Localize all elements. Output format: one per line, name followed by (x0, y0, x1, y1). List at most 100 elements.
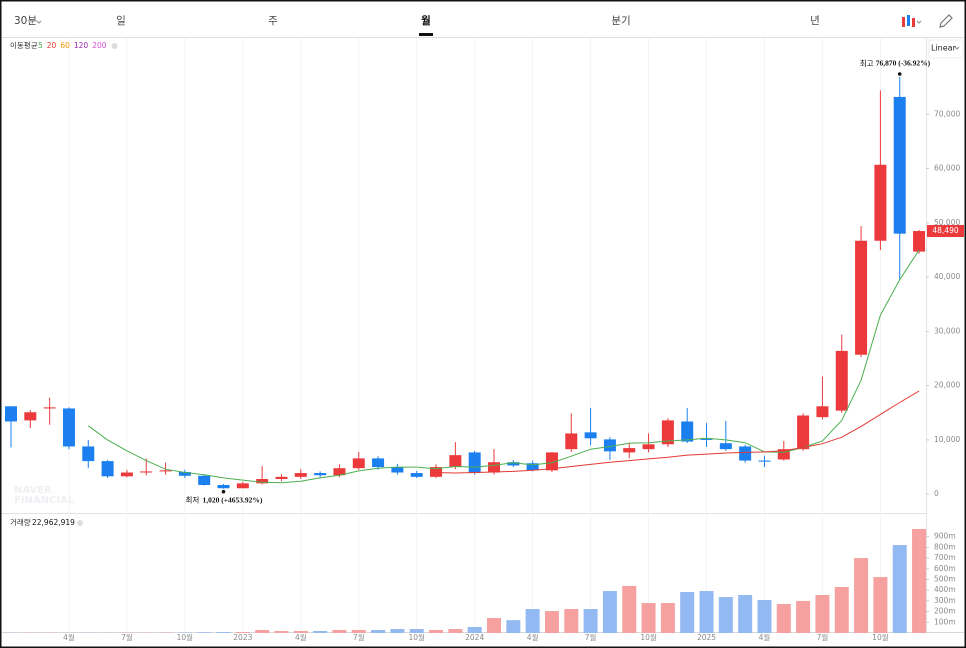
candle-body (816, 406, 829, 418)
y-tick-label: 40,000 (934, 272, 960, 281)
volume-bar (699, 591, 714, 633)
volume-bar (776, 604, 791, 633)
candle-body (488, 462, 500, 473)
ma-line (88, 249, 920, 484)
legend-entry: 60 (60, 41, 70, 50)
x-tick-label: 10월 (872, 632, 889, 642)
candle-body (758, 460, 771, 462)
tab[interactable]: 년 (810, 15, 820, 27)
candle-body (120, 472, 133, 477)
candle-body (468, 452, 481, 474)
candle-body (217, 484, 230, 489)
x-tick-label: 10월 (177, 632, 194, 642)
candle-body (159, 470, 172, 472)
icon-part (907, 15, 910, 26)
scale-select[interactable] (928, 39, 964, 59)
y-tick-label: 800m (934, 542, 956, 551)
volume-bars (4, 528, 927, 633)
volume-bar (796, 600, 811, 633)
volume-bar (564, 609, 579, 633)
candle-body (198, 475, 211, 485)
legend-close[interactable] (111, 43, 118, 49)
candle-body (874, 164, 887, 241)
tab[interactable]: 주 (268, 15, 278, 27)
candle-body (43, 407, 56, 409)
tab[interactable]: 일 (116, 14, 126, 27)
candle-body (410, 473, 423, 477)
volume-bar (641, 603, 656, 633)
y-tick-label: 200m (934, 607, 956, 616)
candle-body (391, 467, 404, 473)
volume-total: 22,962,919 (32, 518, 75, 527)
candle-body (700, 438, 713, 440)
volume-bar (487, 618, 501, 633)
y-tick-label: 500m (934, 575, 956, 584)
candle-body (275, 476, 288, 480)
tab[interactable]: 30분 (14, 15, 37, 27)
candle-body (739, 446, 752, 461)
x-tick-label: 4월 (759, 632, 771, 642)
high-dot (897, 72, 902, 76)
candle-body (236, 483, 249, 489)
candle-body (372, 458, 385, 468)
candle-body (893, 96, 906, 234)
candle-body (526, 463, 539, 471)
candle-body (430, 467, 443, 477)
y-tick-label: 50,000 (934, 218, 960, 227)
candle-body (855, 240, 868, 355)
y-tick-label: 400m (934, 585, 956, 594)
candle-body (835, 350, 848, 411)
icon-chevron (916, 20, 922, 24)
volume-bar (506, 620, 521, 633)
tab[interactable]: 월 (421, 14, 431, 27)
volume-bar (274, 630, 289, 633)
scale-mode[interactable]: Linear (931, 44, 957, 53)
volume-bar (680, 592, 695, 633)
candle-icon[interactable] (902, 15, 922, 27)
volume-bar (255, 630, 270, 633)
x-tick-label: 10월 (640, 632, 657, 642)
candle-body (294, 473, 307, 477)
volume-bar (602, 591, 617, 633)
low-label: 최저 (186, 495, 200, 505)
legend-entry: 120 (74, 41, 89, 50)
volume-close[interactable] (77, 520, 83, 526)
volume-bar (892, 545, 907, 633)
legend-title: 이동평균 (10, 40, 38, 50)
volume-bar (660, 603, 675, 633)
volume-bar (525, 609, 540, 633)
volume-bar (313, 630, 328, 633)
high-text: 76,870 (-36.92%) (876, 59, 931, 68)
candle-body (797, 415, 810, 450)
tab-chevron (36, 20, 42, 24)
tab[interactable]: 분기 (611, 15, 630, 27)
y-tick-label: 900m (934, 532, 956, 541)
y-tick-label: 0 (934, 489, 939, 498)
x-tick-label: 7월 (353, 632, 365, 642)
high-label: 최고 (860, 58, 874, 68)
candle-body (661, 420, 674, 445)
pencil-icon[interactable] (939, 14, 953, 28)
candle-body (584, 432, 597, 439)
icon-part (912, 18, 915, 27)
x-tick-label: 2025 (697, 633, 716, 642)
volume-bar (815, 595, 830, 633)
x-tick-label: 7월 (121, 632, 133, 642)
candle-body (777, 449, 790, 460)
volume-bar (467, 627, 482, 633)
candle-body (101, 461, 114, 477)
volume-bar (834, 586, 849, 633)
candle-body (333, 468, 346, 476)
volume-bar (371, 630, 386, 633)
price-tag-box (927, 225, 964, 238)
y-tick-label: 600m (934, 564, 956, 573)
volume-bar (738, 595, 753, 633)
candle-body (314, 473, 327, 476)
candle-body (62, 408, 75, 447)
x-tick-label: 4월 (63, 632, 75, 642)
x-tick-label: 2024 (465, 633, 484, 642)
candle-body (913, 231, 926, 252)
x-tick-label: 7월 (585, 632, 597, 642)
candle-body (642, 444, 655, 450)
